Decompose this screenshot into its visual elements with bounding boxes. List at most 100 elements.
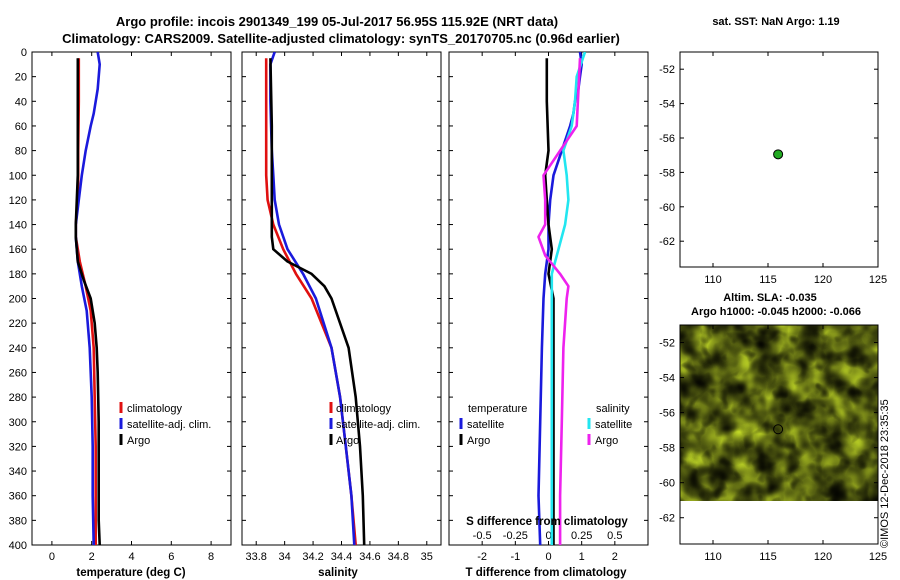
difference-legend-temperature-heading: temperature bbox=[468, 403, 527, 415]
difference-legend-temp-argo: Argo bbox=[467, 435, 490, 447]
difference-ticks: -2 -1 0 1 2 -0.5 -0.25 0 0.25 0.5 bbox=[449, 51, 648, 563]
title-line-1: Argo profile: incois 2901349_199 05-Jul-… bbox=[116, 14, 558, 29]
sst-map-title: sat. SST: NaN Argo: 1.19 bbox=[712, 16, 839, 28]
temperature-line-argo bbox=[74, 58, 101, 545]
sla_map-ytick-label--52: -52 bbox=[659, 338, 675, 350]
sla-map-points bbox=[773, 424, 784, 435]
difference-line-temperature-argo bbox=[543, 58, 555, 545]
sst_map-ytick-label--54: -54 bbox=[659, 99, 675, 111]
temperature-legend-argo: Argo bbox=[127, 435, 150, 447]
sst_map-point-0 bbox=[773, 149, 784, 160]
sla_map-xtick-label-125: 125 bbox=[869, 551, 887, 563]
temperature-ytick-label-240: 240 bbox=[9, 343, 27, 355]
temperature-ytick-label-180: 180 bbox=[9, 269, 27, 281]
temperature-ytick-label-100: 100 bbox=[9, 170, 27, 182]
sst_map-ytick-label--52: -52 bbox=[659, 64, 675, 76]
salinity-legend-satellite: satellite-adj. clim. bbox=[336, 419, 420, 431]
difference-xtick-label--2: -2 bbox=[477, 551, 487, 563]
temperature-xtick-label-2: 2 bbox=[89, 551, 95, 563]
temperature-legend-climatology: climatology bbox=[127, 403, 183, 415]
sst_map-ytick-label--58: -58 bbox=[659, 167, 675, 179]
sla_map-ytick-label--62: -62 bbox=[659, 513, 675, 525]
sla_map-ytick-label--58: -58 bbox=[659, 443, 675, 455]
temperature-ytick-label-360: 360 bbox=[9, 491, 27, 503]
temperature-ytick-label-160: 160 bbox=[9, 244, 27, 256]
sst_map-xtick-label-120: 120 bbox=[814, 274, 832, 286]
temperature-ytick-label-140: 140 bbox=[9, 220, 27, 232]
sla_map-point-0 bbox=[773, 424, 784, 435]
temperature-panel: 0204060801001201401601802002202402602803… bbox=[9, 47, 232, 579]
sla_map-xtick-label-115: 115 bbox=[759, 551, 777, 563]
difference-line-salinity-satellite bbox=[550, 52, 587, 545]
sst-map-ticks: -52 -54 -56 -58 -60 -62 110 115 120 125 bbox=[659, 52, 887, 286]
sst-map-points bbox=[773, 149, 784, 160]
difference-legend-sal-satellite: satellite bbox=[595, 419, 632, 431]
sst_map-ytick-label--60: -60 bbox=[659, 202, 675, 214]
sla-heatmap-teal-field bbox=[680, 325, 878, 501]
sst-map-panel: sat. SST: NaN Argo: 1.19 -52 -54 -56 -58 -60… bbox=[659, 16, 887, 286]
salinity-line-climatology bbox=[264, 58, 357, 545]
salinity-xtick-label-34: 34 bbox=[279, 551, 291, 563]
temperature-ytick-label-280: 280 bbox=[9, 392, 27, 404]
salinity-xtick-label-34-6: 34.6 bbox=[359, 551, 380, 563]
difference-legend-temp-satellite: satellite bbox=[467, 419, 504, 431]
difference-legend: temperature satellite Argo salinity sate… bbox=[459, 403, 632, 447]
difference-s-tick-label-3: 0.25 bbox=[571, 530, 592, 542]
temperature-lines bbox=[74, 52, 101, 545]
salinity-ticks: 33.8 34 34.2 34.4 34.6 34.8 35 bbox=[242, 51, 441, 563]
temperature-ytick-label-40: 40 bbox=[15, 96, 27, 108]
temperature-xlabel: temperature (deg C) bbox=[76, 567, 185, 579]
temperature-ytick-label-80: 80 bbox=[15, 146, 27, 158]
salinity-xtick-label-35: 35 bbox=[421, 551, 433, 563]
difference-s-tick-label-2: 0 bbox=[545, 530, 551, 542]
salinity-xtick-label-33-8: 33.8 bbox=[246, 551, 267, 563]
sla-map-panel: Altim. SLA: -0.035 Argo h1000: -0.045 h2… bbox=[659, 292, 887, 563]
difference-xlabel: T difference from climatology bbox=[465, 567, 627, 579]
temperature-ytick-label-260: 260 bbox=[9, 367, 27, 379]
sla-map-title-2: Argo h1000: -0.045 h2000: -0.066 bbox=[691, 306, 861, 318]
sla_map-ytick-label--60: -60 bbox=[659, 478, 675, 490]
temperature-xtick-label-4: 4 bbox=[128, 551, 134, 563]
temperature-ytick-label-60: 60 bbox=[15, 121, 27, 133]
temperature-ticks: 0204060801001201401601802002202402602803… bbox=[9, 47, 231, 563]
sst_map-xtick-label-125: 125 bbox=[869, 274, 887, 286]
difference-xtick-label--1: -1 bbox=[510, 551, 520, 563]
salinity-xtick-label-34-2: 34.2 bbox=[302, 551, 323, 563]
sla_map-ytick-label--54: -54 bbox=[659, 373, 675, 385]
temperature-legend: climatology satellite-adj. clim. Argo bbox=[119, 402, 211, 447]
salinity-line-argo bbox=[269, 58, 366, 545]
sla-map-title-1: Altim. SLA: -0.035 bbox=[723, 292, 817, 304]
temperature-ytick-label-0: 0 bbox=[21, 47, 27, 59]
sst_map-ytick-label--62: -62 bbox=[659, 236, 675, 248]
temperature-ytick-label-380: 380 bbox=[9, 515, 27, 527]
temperature-legend-satellite: satellite-adj. clim. bbox=[127, 419, 211, 431]
difference-xtick-label-1: 1 bbox=[579, 551, 585, 563]
temperature-ytick-label-320: 320 bbox=[9, 441, 27, 453]
difference-s-tick-label-4: 0.5 bbox=[607, 530, 622, 542]
sla_map-ytick-label--56: -56 bbox=[659, 408, 675, 420]
temperature-xtick-label-8: 8 bbox=[208, 551, 214, 563]
temperature-axes-frame bbox=[31, 51, 232, 546]
temperature-ytick-label-400: 400 bbox=[9, 540, 27, 552]
sla_map-xtick-label-120: 120 bbox=[814, 551, 832, 563]
difference-line-salinity-argo bbox=[537, 58, 582, 545]
title-line-2: Climatology: CARS2009. Satellite-adjuste… bbox=[62, 31, 620, 46]
difference-xlabel-top: S difference from climatology bbox=[466, 516, 628, 528]
sla-map-frame bbox=[679, 324, 879, 545]
temperature-ytick-label-120: 120 bbox=[9, 195, 27, 207]
imos-watermark: ©IMOS 12-Dec-2018 23:35:35 bbox=[879, 399, 891, 548]
sst_map-xtick-label-115: 115 bbox=[759, 274, 777, 286]
difference-panel: -2 -1 0 1 2 -0.5 -0.25 0 0.25 0.5 T difference fr… bbox=[448, 51, 649, 579]
sst_map-xtick-label-110: 110 bbox=[704, 274, 722, 286]
temperature-ytick-label-340: 340 bbox=[9, 466, 27, 478]
difference-legend-salinity-heading: salinity bbox=[596, 403, 630, 415]
sla-heatmap bbox=[680, 325, 878, 501]
temperature-xtick-label-0: 0 bbox=[49, 551, 55, 563]
difference-s-tick-label-0: -0.5 bbox=[473, 530, 492, 542]
sst_map-ytick-label--56: -56 bbox=[659, 133, 675, 145]
salinity-xlabel: salinity bbox=[318, 567, 358, 579]
temperature-xtick-label-6: 6 bbox=[168, 551, 174, 563]
salinity-legend: climatology satellite-adj. clim. Argo bbox=[329, 402, 420, 447]
difference-xtick-label-2: 2 bbox=[612, 551, 618, 563]
